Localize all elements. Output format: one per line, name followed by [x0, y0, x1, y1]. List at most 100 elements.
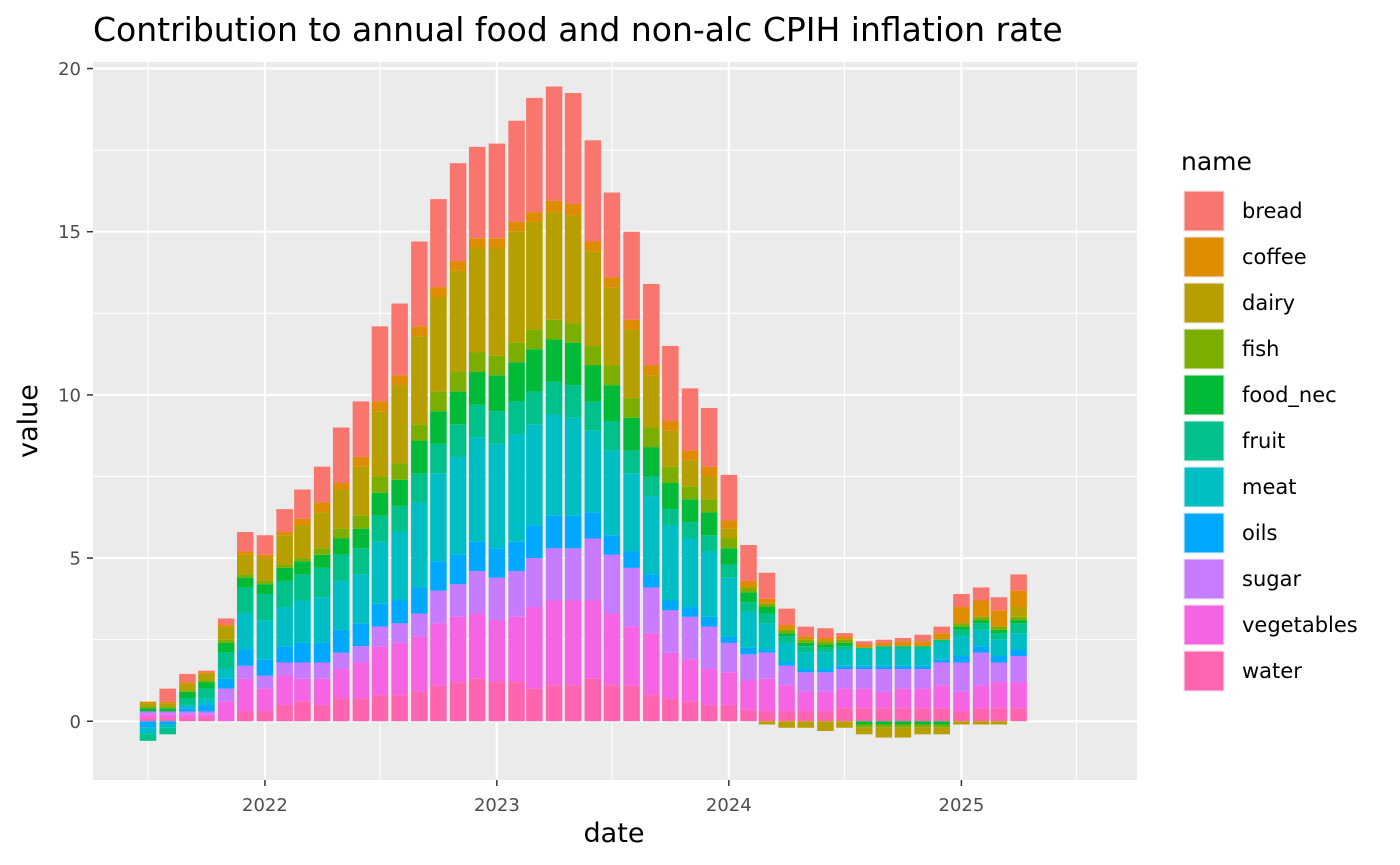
bar-fish-2025-02 [972, 616, 990, 621]
bar-oils-2025-03 [990, 655, 1008, 663]
bar-water-2023-01 [488, 682, 506, 722]
bar-coffee-2022-12 [468, 238, 486, 249]
bar-meat-2022-01 [256, 620, 274, 660]
bar-bread-2022-01 [256, 535, 274, 555]
legend-label-bread: bread [1242, 199, 1303, 223]
bar-fruit-2023-05 [564, 385, 582, 418]
bar-fish-2023-11 [681, 486, 699, 500]
legend-swatch-coffee [1184, 237, 1224, 277]
bar-dairy-2024-05 [797, 721, 814, 728]
bar-sugar-2024-12 [933, 662, 950, 686]
bar-meat-2023-07 [603, 450, 621, 536]
bar-coffee-2023-12 [700, 466, 718, 477]
bar-dairy-2024-10 [894, 727, 912, 738]
bar-sugar-2023-07 [603, 554, 621, 614]
bar-vegetables-2021-08 [159, 714, 176, 718]
bar-bread-2023-09 [643, 283, 660, 366]
bar-fish-2024-04 [778, 629, 795, 634]
bar-sugar-2025-03 [990, 662, 1008, 683]
bar-fish-2022-09 [411, 424, 428, 441]
bar-sugar-2023-03 [526, 558, 543, 608]
bar-vegetables-2021-12 [236, 678, 254, 712]
bar-fish-2023-04 [545, 319, 563, 340]
bar-water-2022-09 [411, 691, 428, 722]
bar-fish-2024-06 [817, 641, 834, 645]
legend-swatch-meat [1184, 467, 1224, 507]
bar-coffee-2021-07 [139, 701, 157, 704]
bar-water-2024-09 [875, 708, 893, 722]
bar-water-2021-10 [198, 717, 215, 722]
bar-water-2025-02 [972, 708, 990, 722]
bar-oils-2023-11 [681, 607, 699, 617]
bar-meat-2024-03 [758, 623, 776, 650]
legend-swatch-water [1184, 651, 1224, 691]
bar-water-2021-08 [159, 717, 176, 722]
x-axis: 2022 2023 2024 2025 [242, 780, 984, 816]
bar-fruit-2024-12 [933, 639, 950, 643]
bar-fruit-2023-03 [526, 391, 543, 425]
bar-meat-2024-01 [720, 577, 738, 637]
bar-bread-2023-11 [681, 388, 699, 451]
bar-oils-2023-10 [662, 600, 679, 611]
bar-vegetables-2021-10 [198, 714, 215, 718]
bar-sugar-2021-09 [179, 711, 196, 715]
bar-fish-2021-10 [198, 680, 215, 683]
bar-sugar-2023-11 [681, 616, 699, 660]
bar-fruit-2024-02 [740, 602, 757, 612]
bar-food_nec-2022-11 [449, 391, 467, 425]
bar-sugar-2024-03 [758, 652, 776, 679]
bar-dairy-2021-07 [139, 703, 157, 707]
bar-coffee-2024-10 [894, 641, 912, 647]
bar-dairy-2024-09 [875, 727, 893, 738]
bar-sugar-2021-11 [217, 688, 235, 702]
bar-vegetables-2021-11 [217, 701, 235, 722]
bar-oils-2022-12 [468, 541, 486, 572]
bar-coffee-2022-05 [332, 483, 350, 490]
bar-water-2025-04 [1010, 708, 1027, 722]
bar-oils-2025-02 [972, 646, 990, 653]
bar-sugar-2023-04 [545, 548, 563, 601]
bar-oils-2021-07 [139, 721, 157, 728]
bar-fish-2022-06 [352, 515, 370, 529]
bar-vegetables-2022-10 [430, 623, 447, 686]
bar-sugar-2021-12 [236, 665, 254, 679]
bar-food_nec-2022-09 [411, 440, 428, 474]
bar-meat-2022-12 [468, 437, 486, 542]
bar-fruit-2023-07 [603, 421, 621, 451]
bar-food_nec-2023-05 [564, 342, 582, 386]
bar-coffee-2022-02 [276, 531, 293, 536]
bar-fruit-2025-01 [953, 629, 970, 637]
bar-meat-2022-07 [371, 541, 389, 604]
y-tick-label: 0 [70, 712, 81, 733]
bar-vegetables-2022-01 [256, 688, 274, 712]
bar-bread-2023-04 [545, 86, 563, 201]
bar-fruit-2021-09 [179, 698, 196, 705]
bar-fruit-2022-08 [391, 505, 408, 532]
bar-bread-2023-05 [564, 93, 582, 204]
bar-sugar-2025-02 [972, 652, 990, 686]
bar-coffee-2022-03 [294, 518, 311, 526]
bar-oils-2022-06 [352, 623, 370, 647]
bar-sugar-2023-01 [488, 577, 506, 621]
bar-meat-2021-09 [179, 704, 196, 709]
bar-fruit-2023-01 [488, 411, 506, 444]
bar-food_nec-2024-01 [720, 548, 738, 565]
bar-meat-2022-04 [313, 597, 331, 643]
bar-coffee-2025-02 [972, 600, 990, 617]
bar-fruit-2022-05 [332, 554, 350, 581]
bar-oils-2023-07 [603, 535, 621, 555]
bar-fish-2024-07 [836, 639, 853, 643]
bar-bread-2022-08 [391, 303, 408, 376]
bar-meat-2025-04 [1010, 633, 1027, 650]
bar-water-2021-12 [236, 711, 254, 722]
bar-fish-2022-05 [332, 528, 350, 539]
bar-oils-2024-02 [740, 647, 757, 655]
legend-label-food_nec: food_nec [1242, 383, 1337, 408]
bar-meat-2022-09 [411, 502, 428, 588]
legend-label-oils: oils [1242, 521, 1277, 545]
bar-water-2022-10 [430, 685, 447, 722]
bar-vegetables-2024-07 [836, 688, 853, 709]
bar-sugar-2023-08 [623, 567, 640, 627]
bar-sugar-2023-06 [584, 538, 602, 601]
